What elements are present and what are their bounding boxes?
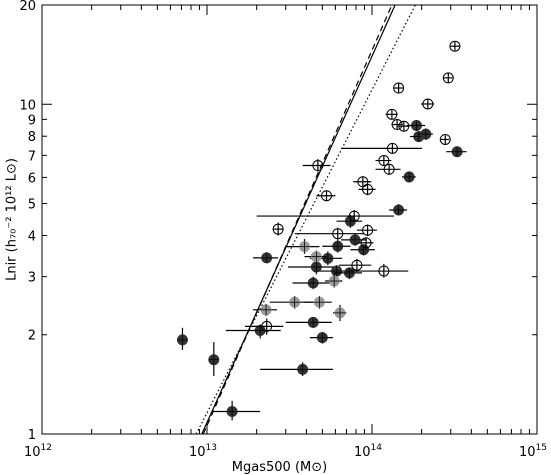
data-point [208, 342, 220, 376]
point-marker [360, 237, 372, 249]
data-point [304, 296, 332, 309]
fit-line-dotted [195, 5, 416, 434]
data-point [302, 159, 331, 172]
point-marker [332, 228, 344, 240]
point-marker [312, 160, 324, 172]
x-tick-label: 1015 [519, 443, 547, 460]
data-point [256, 209, 395, 222]
axis-ticks [42, 4, 537, 435]
point-marker [362, 183, 374, 195]
y-tick-label: 3 [28, 271, 36, 286]
data-point [316, 190, 336, 202]
x-tick-label: 1014 [354, 443, 382, 460]
data-point [358, 183, 376, 196]
y-tick-label: 2 [28, 329, 36, 344]
data-point [325, 274, 343, 288]
y-tick-label: 6 [28, 171, 36, 186]
data-point [406, 120, 426, 132]
y-tick-label: 7 [28, 149, 36, 164]
point-marker [362, 224, 374, 236]
y-tick-label: 9 [28, 113, 36, 128]
point-marker [391, 119, 403, 131]
data-point [439, 133, 451, 145]
data-points [176, 40, 467, 421]
tick-labels: 1012 1013 1014 1015 1 2 3 4 5 6 7 8 910 20 [19, 0, 547, 460]
y-tick-label: 10 [19, 98, 36, 113]
point-marker [393, 82, 405, 94]
data-point [442, 72, 454, 84]
data-point [309, 331, 333, 344]
data-point [269, 296, 314, 309]
x-tick-label: 1013 [189, 443, 217, 460]
point-marker [351, 259, 363, 271]
point-marker [261, 320, 273, 332]
point-marker [321, 190, 333, 202]
point-marker [439, 133, 451, 145]
data-point [393, 82, 405, 94]
data-point [294, 227, 365, 240]
data-point [245, 318, 284, 335]
data-point [350, 244, 375, 256]
data-point [334, 267, 363, 280]
data-point [449, 40, 461, 52]
data-point [341, 142, 423, 154]
data-point [260, 362, 333, 376]
point-marker [386, 142, 398, 154]
data-point [272, 222, 284, 236]
data-point [446, 146, 467, 158]
point-marker [378, 265, 390, 277]
data-point [285, 239, 320, 254]
data-point [356, 224, 377, 237]
y-tick-label: 4 [28, 229, 36, 244]
data-point [420, 98, 435, 110]
x-axis-title: Mgas500 (M⊙) [232, 460, 327, 475]
data-point [389, 204, 408, 216]
data-point [252, 303, 278, 316]
y-tick-label: 20 [19, 0, 36, 14]
point-marker [378, 155, 390, 167]
fit-lines [195, 5, 416, 434]
data-point [341, 233, 367, 246]
data-point [357, 237, 374, 249]
data-point [402, 171, 416, 183]
data-point [292, 276, 336, 290]
data-point [391, 119, 403, 131]
data-point [285, 316, 332, 328]
y-tick-label: 1 [28, 428, 36, 443]
fit-line-solid [201, 5, 396, 434]
plot-frame [41, 4, 538, 435]
fit-line-dashed [202, 5, 393, 434]
data-point [353, 176, 372, 188]
data-point [338, 258, 372, 272]
point-marker [348, 210, 360, 222]
data-point [332, 305, 347, 322]
point-marker [442, 72, 454, 84]
data-point [252, 252, 279, 264]
data-point [322, 239, 351, 253]
y-axis-title: Lnir (h₇₀⁻² 10¹² L⊙) [5, 158, 20, 281]
data-point [346, 263, 409, 278]
data-point [375, 155, 392, 167]
data-point [398, 120, 410, 132]
y-tick-label: 5 [28, 198, 36, 213]
y-tick-label: 8 [28, 130, 36, 145]
point-marker [383, 163, 395, 175]
data-point [304, 250, 327, 264]
data-point [176, 327, 188, 350]
point-marker [398, 120, 410, 132]
data-point [385, 108, 398, 120]
data-point [417, 128, 433, 140]
point-marker [449, 40, 461, 52]
point-marker [422, 98, 434, 110]
x-tick-label: 1012 [24, 443, 52, 460]
point-marker [386, 108, 398, 120]
point-marker [272, 223, 284, 235]
data-point [213, 400, 261, 421]
data-point [375, 163, 401, 176]
